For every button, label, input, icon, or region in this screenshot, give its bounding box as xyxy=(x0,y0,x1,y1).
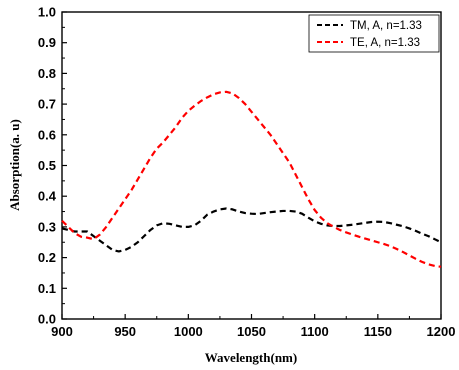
legend-label-te: TE, A, n=1.33 xyxy=(350,37,420,49)
series-line-tm xyxy=(61,207,442,253)
series-line-te xyxy=(61,90,442,268)
x-tick-label: 1050 xyxy=(237,324,266,339)
y-tick-label: 0.0 xyxy=(38,312,56,327)
plot-area-frame xyxy=(61,11,442,320)
x-tick-label: 950 xyxy=(114,324,136,339)
x-tick-label: 1150 xyxy=(364,324,392,339)
y-axis-title: Absorption(a. u) xyxy=(7,119,22,211)
series-group xyxy=(61,90,442,268)
y-tick-label: 1.0 xyxy=(38,5,56,20)
x-tick-label: 1100 xyxy=(301,324,329,339)
x-tick-label: 1200 xyxy=(427,324,456,339)
y-tick-label: 0.8 xyxy=(38,66,56,81)
x-tick-label: 1000 xyxy=(174,324,203,339)
x-axis-title: Wavelength(nm) xyxy=(205,350,297,365)
legend: TM, A, n=1.33 TE, A, n=1.33 xyxy=(308,14,440,53)
y-tick-label: 0.2 xyxy=(38,250,56,265)
axes-group: 900 950 1000 1050 1100 1150 1200 0.0 0.1 0.2 0.3 0.… xyxy=(38,5,456,340)
x-tick-label: 900 xyxy=(51,324,73,339)
legend-box xyxy=(308,14,440,53)
y-tick-label: 0.4 xyxy=(38,189,57,204)
y-tick-label: 0.9 xyxy=(38,35,56,50)
y-tick-label: 0.1 xyxy=(38,281,56,296)
y-tick-label: 0.7 xyxy=(38,97,56,112)
y-tick-label: 0.5 xyxy=(38,158,56,173)
y-tick-label: 0.3 xyxy=(38,219,56,234)
legend-label-tm: TM, A, n=1.33 xyxy=(350,20,422,32)
y-tick-label: 0.6 xyxy=(38,127,56,142)
